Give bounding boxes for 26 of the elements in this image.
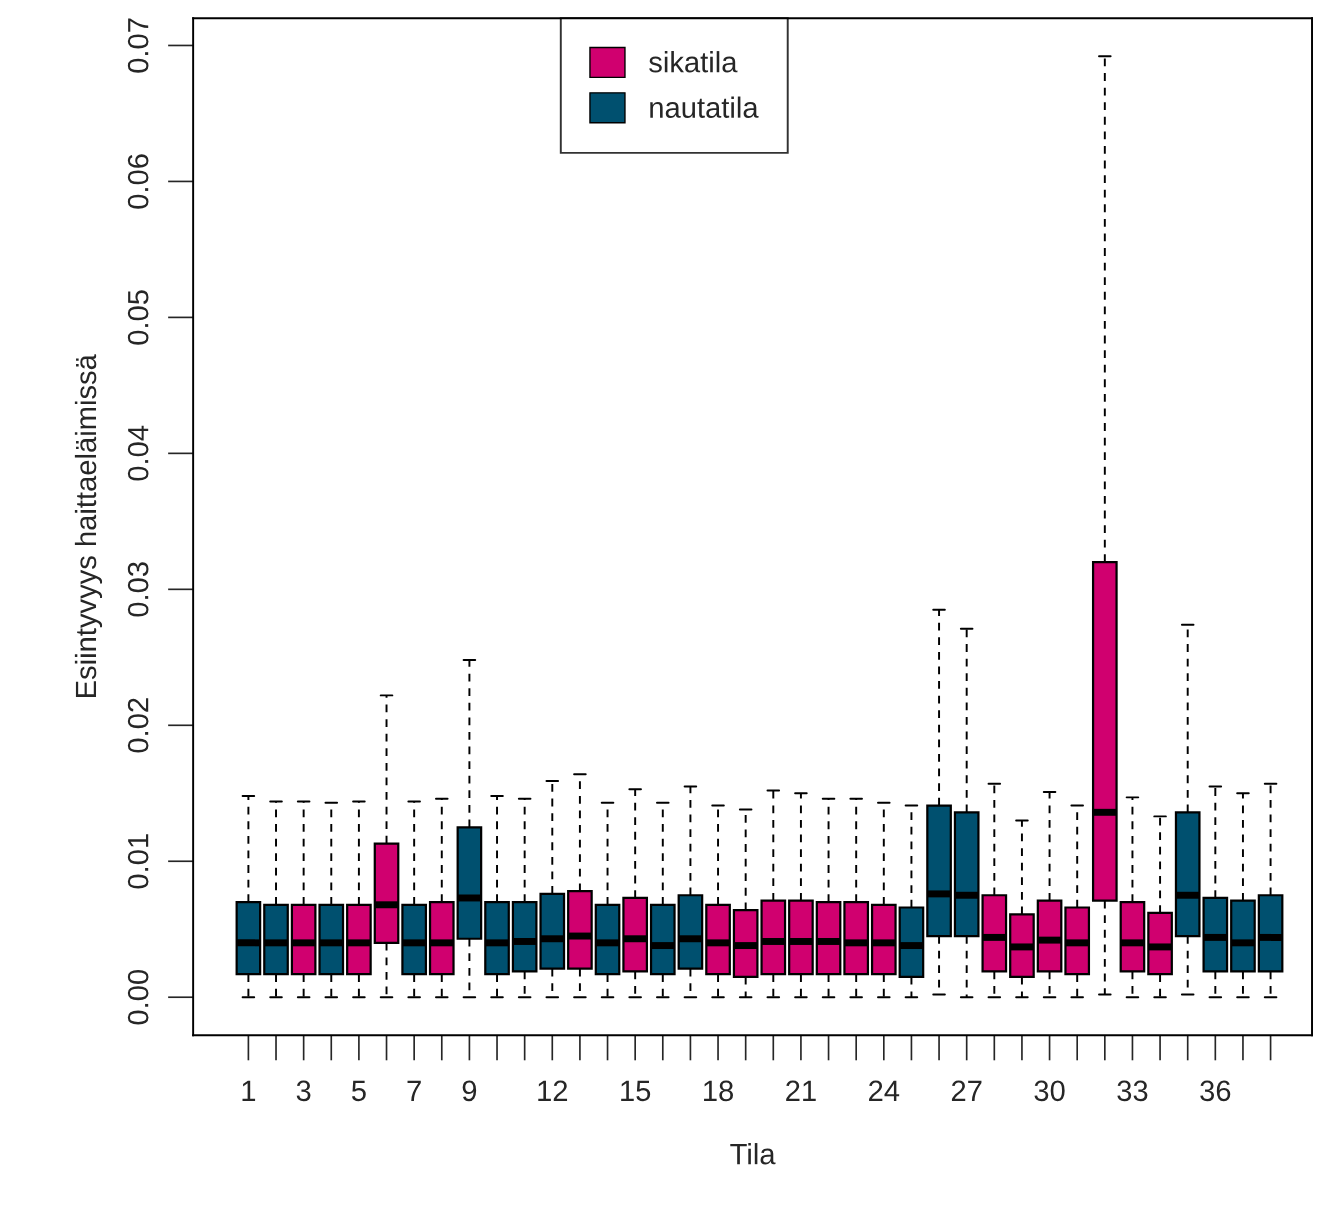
- y-tick-label: 0.06: [127, 154, 149, 209]
- x-tick-label: 15: [621, 1080, 651, 1102]
- x-tick-label: 3: [296, 1080, 311, 1102]
- y-axis-title: Esiintyvyys haittaeläimissä: [74, 354, 103, 698]
- legend-label: nautatila: [650, 96, 759, 118]
- x-tick-label: 33: [1117, 1080, 1148, 1102]
- y-tick-label: 0.07: [127, 18, 149, 73]
- y-tick-label: 0.02: [127, 698, 149, 753]
- x-tick-label: 36: [1200, 1080, 1231, 1102]
- x-tick-label: 12: [538, 1080, 568, 1101]
- x-tick-label: 7: [407, 1080, 421, 1101]
- x-tick-label: 18: [704, 1080, 733, 1102]
- y-tick-label: 0.05: [127, 290, 149, 345]
- y-tick-label: 0.01: [127, 834, 149, 889]
- x-tick-label: 5: [351, 1080, 366, 1102]
- y-tick-label: 0.00: [127, 969, 149, 1025]
- x-tick-label: 1: [242, 1080, 256, 1101]
- y-tick-label: 0.04: [127, 425, 149, 481]
- x-tick-label: 24: [869, 1080, 900, 1101]
- x-tick-label: 27: [951, 1080, 982, 1101]
- legend-label: sikatila: [649, 51, 738, 73]
- x-tick-label: 30: [1034, 1080, 1065, 1102]
- x-tick-label: 21: [786, 1080, 816, 1101]
- x-tick-label: 9: [462, 1080, 477, 1102]
- x-axis-title: Tila: [730, 1143, 776, 1165]
- y-tick-label: 0.03: [127, 562, 149, 617]
